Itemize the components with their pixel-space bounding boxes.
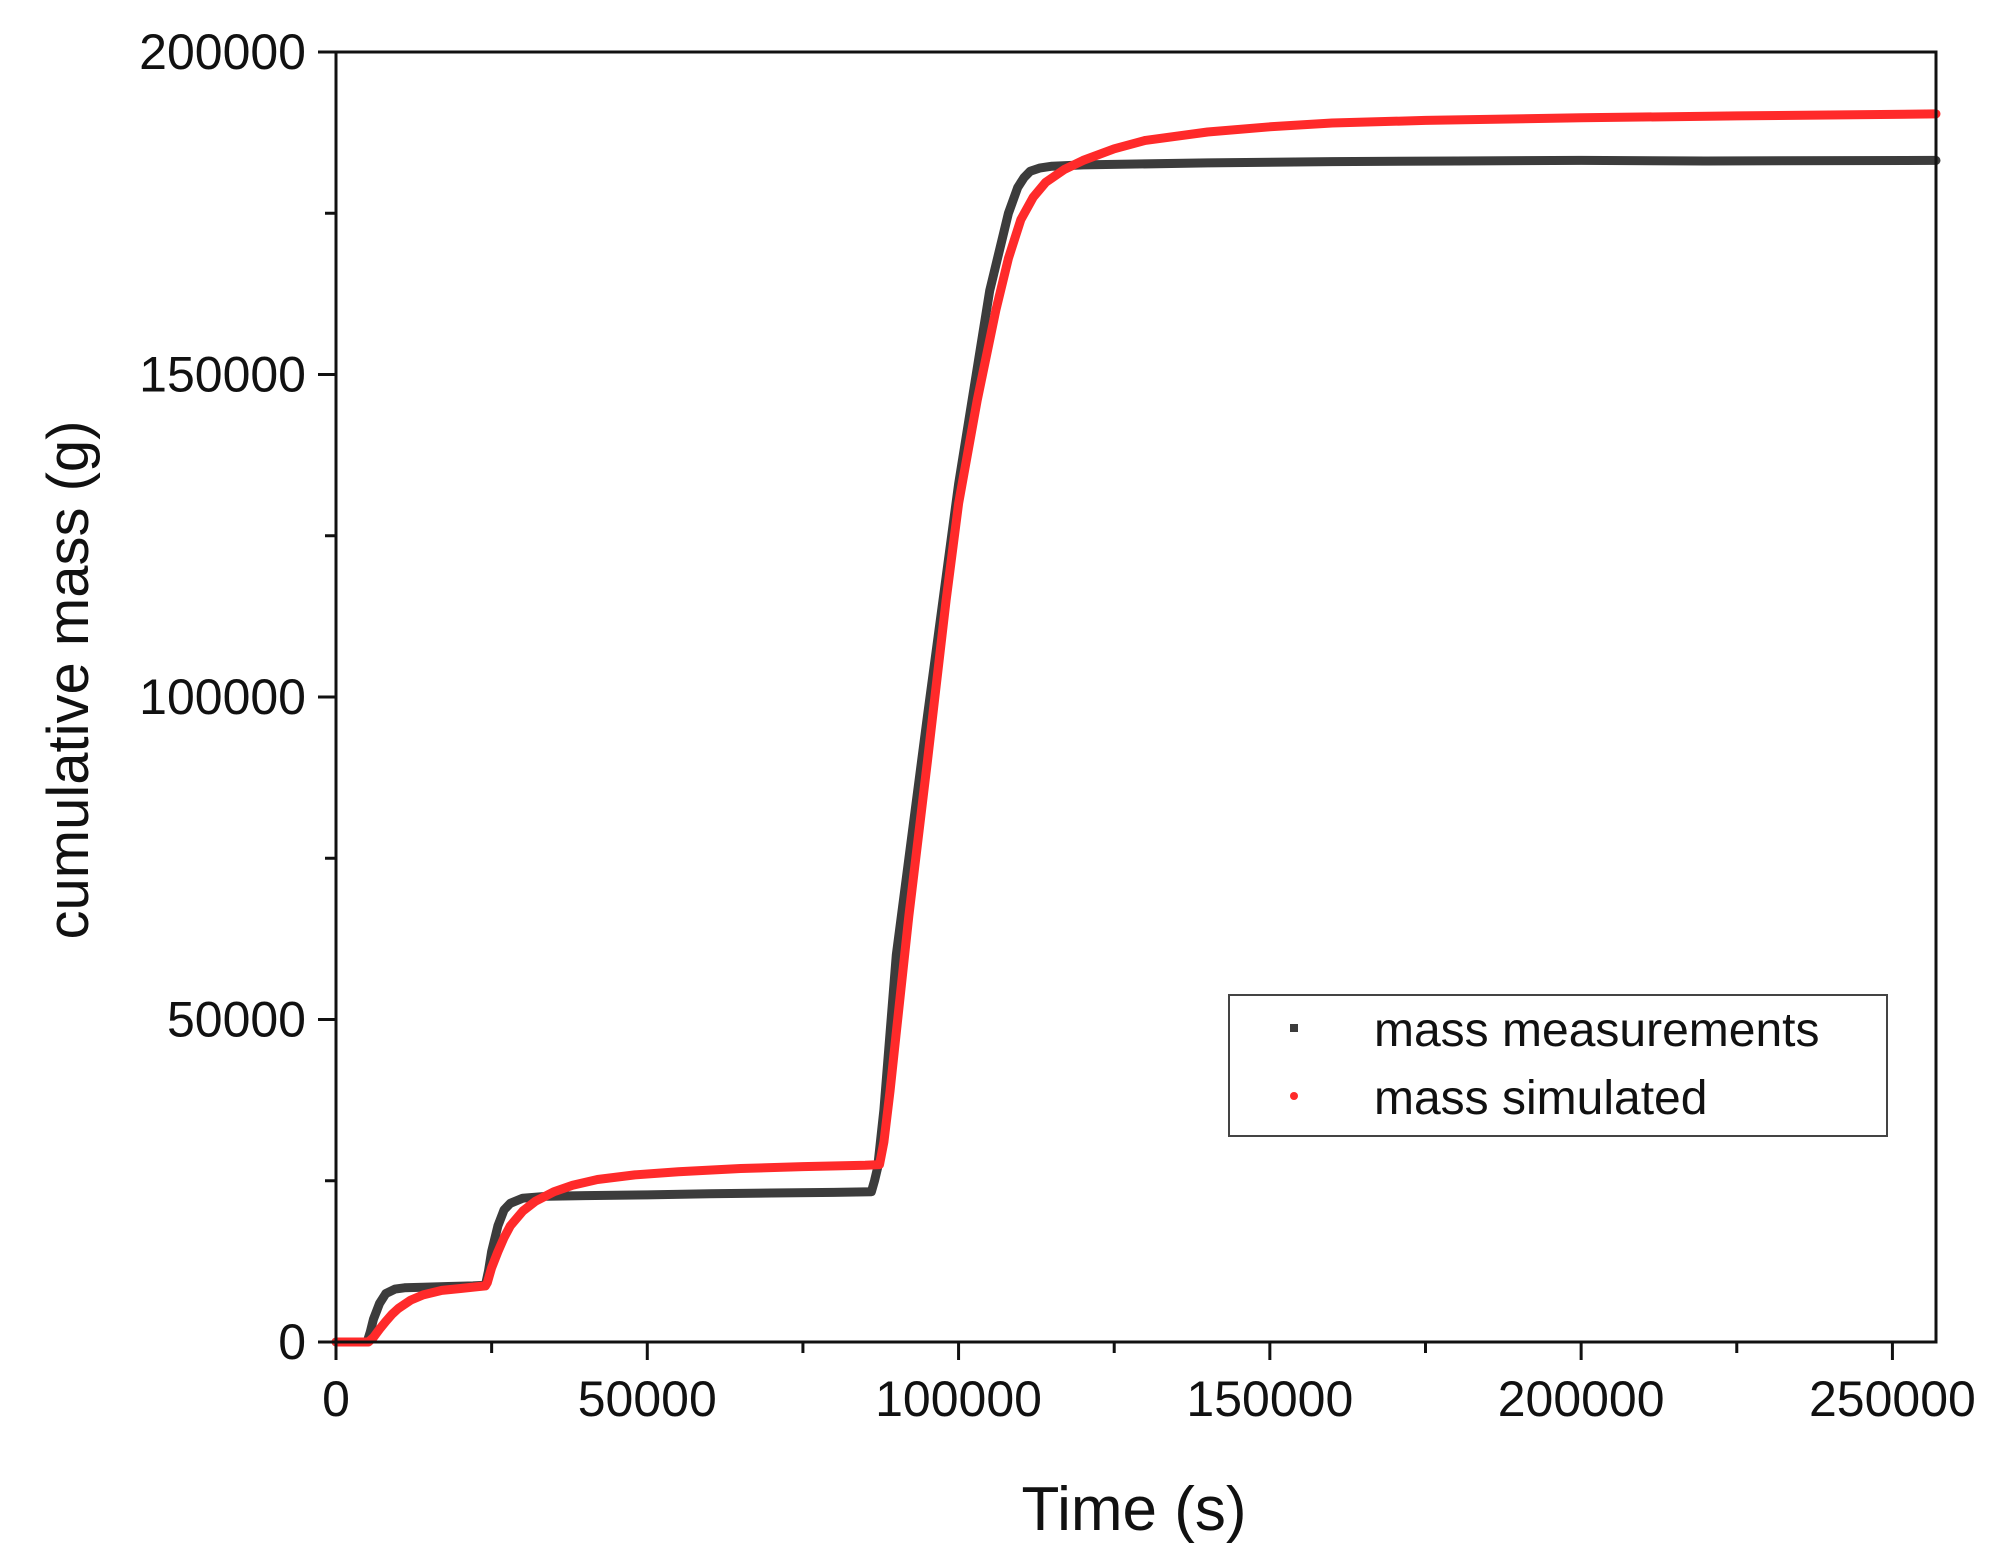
x-tick-label: 0 bbox=[322, 1371, 350, 1427]
y-tick-label: 200000 bbox=[139, 24, 306, 80]
y-axis-title: cumulative mass (g) bbox=[36, 421, 101, 940]
y-tick-label: 150000 bbox=[139, 347, 306, 403]
x-tick-label: 150000 bbox=[1186, 1371, 1353, 1427]
y-axis-ticks: 0 50000 100000 150000 200000 bbox=[139, 24, 336, 1370]
legend-label-measurements: mass measurements bbox=[1374, 1004, 1819, 1057]
legend-label-simulated: mass simulated bbox=[1374, 1072, 1707, 1125]
legend-box bbox=[1228, 994, 1888, 1137]
legend: mass measurements mass simulated bbox=[1228, 994, 1888, 1137]
series-line-mass-simulated bbox=[331, 109, 1941, 1347]
y-tick-label: 50000 bbox=[167, 992, 306, 1048]
legend-marker-measurements bbox=[1290, 1024, 1298, 1032]
legend-marker-simulated bbox=[1290, 1092, 1298, 1100]
x-tick-label: 200000 bbox=[1498, 1371, 1665, 1427]
x-axis-title: Time (s) bbox=[1022, 1475, 1247, 1544]
x-tick-label: 250000 bbox=[1809, 1371, 1976, 1427]
y-tick-label: 0 bbox=[278, 1314, 306, 1370]
x-tick-label: 50000 bbox=[578, 1371, 717, 1427]
y-tick-label: 100000 bbox=[139, 669, 306, 725]
series-line-mass-measurements bbox=[331, 155, 1941, 1347]
plot-lines bbox=[331, 109, 1941, 1347]
x-axis-ticks: 0 50000 100000 150000 200000 250000 bbox=[322, 1342, 1976, 1427]
x-tick-label: 100000 bbox=[875, 1371, 1042, 1427]
